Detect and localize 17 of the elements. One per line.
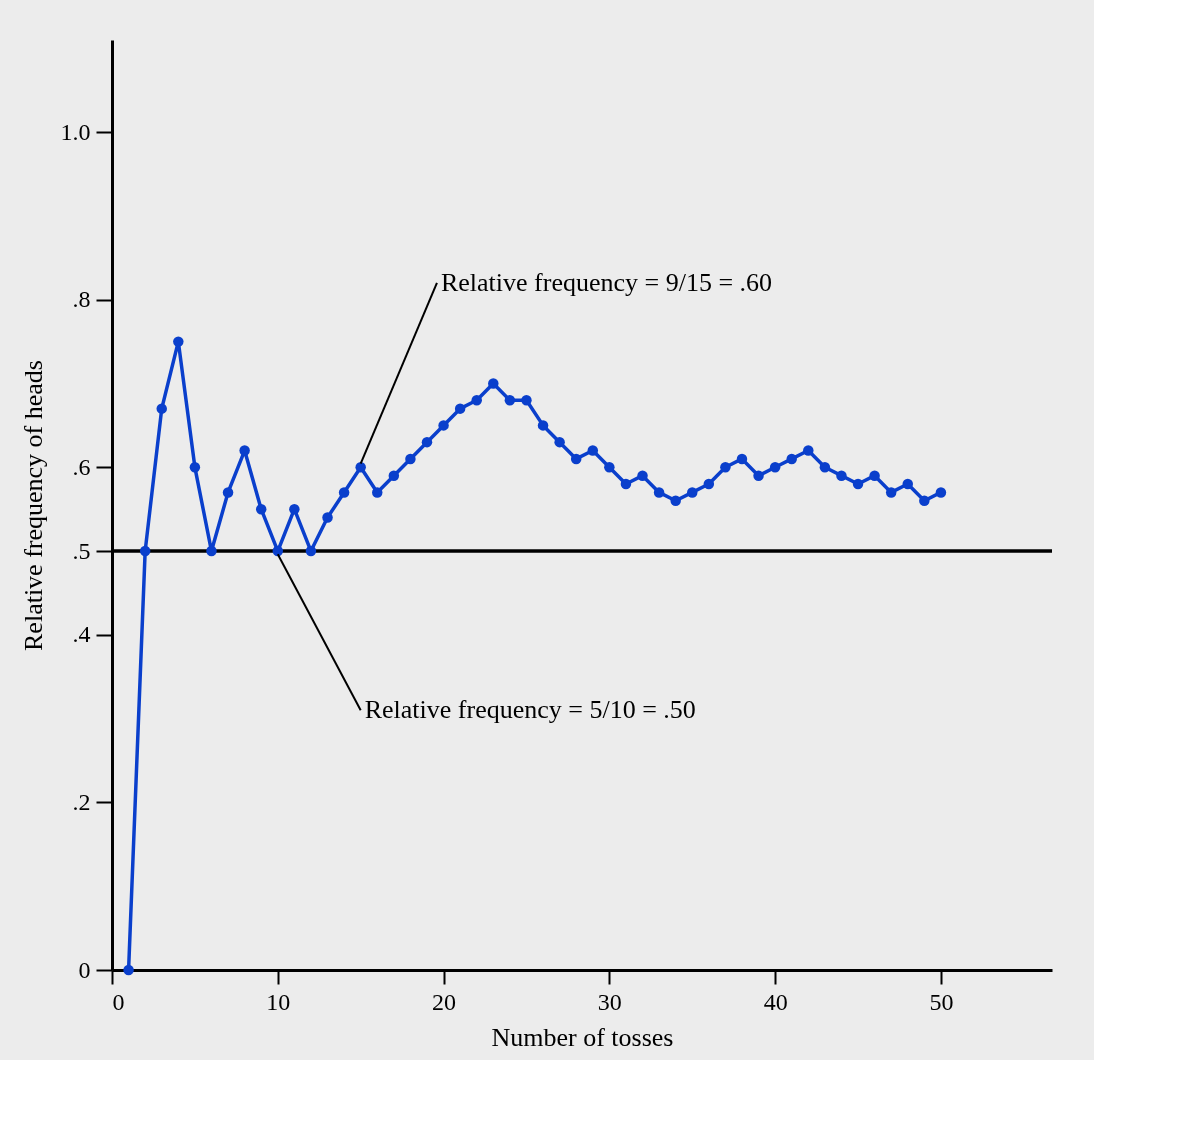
- annotation: Relative frequency = 9/15 = .60: [440, 267, 773, 297]
- y-tick-label: .5: [72, 537, 91, 564]
- x-tick-label: 50: [929, 988, 954, 1015]
- x-tick-label: 30: [597, 988, 622, 1015]
- x-tick-label: 40: [763, 988, 788, 1015]
- x-axis-title: Number of tosses: [491, 1022, 674, 1052]
- y-tick-label: 0: [78, 956, 91, 983]
- y-tick-label: .6: [72, 453, 91, 480]
- y-tick-label: 1.0: [60, 118, 91, 145]
- x-tick-label: 20: [432, 988, 457, 1015]
- y-tick-label: .2: [72, 788, 91, 815]
- x-tick-label: 0: [112, 988, 125, 1015]
- x-tick-label: 10: [266, 988, 291, 1015]
- y-tick-label: .8: [72, 286, 91, 313]
- y-tick-label: .4: [72, 621, 91, 648]
- y-axis-title: Relative frequency of heads: [18, 360, 48, 651]
- annotation: Relative frequency = 5/10 = .50: [364, 695, 696, 725]
